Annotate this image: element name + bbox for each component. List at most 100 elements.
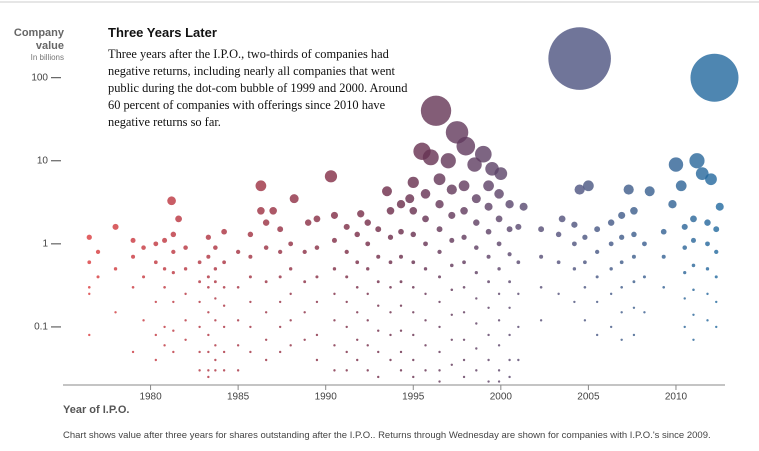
company-bubble	[357, 210, 365, 218]
company-bubble	[692, 313, 695, 316]
company-bubble	[449, 237, 455, 243]
company-bubble	[214, 358, 217, 362]
company-bubble	[412, 333, 415, 337]
company-bubble	[162, 267, 167, 271]
company-bubble	[618, 211, 626, 219]
company-bubble	[487, 380, 490, 383]
company-bubble	[207, 333, 210, 337]
company-bubble	[356, 311, 359, 314]
company-bubble	[517, 325, 520, 329]
company-bubble	[331, 237, 337, 243]
company-bubble	[303, 311, 306, 314]
company-bubble	[398, 254, 404, 259]
company-bubble	[608, 241, 614, 247]
company-bubble	[207, 285, 210, 289]
company-bubble	[163, 344, 166, 347]
company-bubble	[438, 325, 441, 329]
company-bubble	[399, 350, 403, 354]
company-bubble	[691, 263, 696, 268]
company-bubble	[473, 219, 480, 226]
company-bubble	[222, 369, 226, 372]
x-tick-label: 1980	[139, 392, 162, 403]
x-tick-label: 1990	[315, 392, 338, 403]
company-bubble	[114, 311, 117, 314]
company-bubble	[692, 288, 695, 292]
company-bubble	[556, 260, 561, 265]
company-bubble	[398, 228, 404, 235]
company-bubble	[113, 267, 118, 271]
company-bubble	[642, 241, 647, 247]
company-bubble	[399, 329, 403, 332]
company-bubble	[631, 254, 636, 259]
company-bubble	[222, 285, 226, 289]
company-bubble	[206, 275, 210, 279]
company-bubble	[632, 306, 636, 309]
company-bubble	[96, 275, 100, 279]
x-tick-label: 2010	[665, 392, 688, 403]
company-bubble	[411, 285, 415, 289]
company-bubble	[88, 292, 91, 296]
company-bubble	[609, 267, 613, 271]
company-bubble	[171, 271, 175, 275]
company-bubble	[705, 241, 710, 247]
y-axis-label: Company value	[13, 27, 64, 52]
y-tick-label: 0.1	[34, 322, 48, 333]
company-bubble	[396, 200, 406, 209]
company-bubble	[389, 311, 392, 314]
company-bubble	[450, 363, 453, 367]
company-bubble	[87, 260, 92, 265]
company-bubble	[278, 275, 282, 279]
company-bubble	[213, 280, 217, 284]
company-bubble	[198, 280, 202, 284]
company-bubble	[221, 228, 227, 235]
company-bubble	[487, 306, 490, 309]
company-bubble	[409, 206, 418, 215]
company-bubble	[163, 285, 166, 289]
company-bubble	[264, 280, 268, 284]
company-bubble	[692, 338, 695, 342]
company-bubble	[642, 275, 646, 279]
company-bubble	[539, 254, 544, 259]
company-bubble	[662, 285, 666, 289]
company-bubble	[471, 194, 481, 204]
company-bubble	[236, 344, 240, 347]
company-bubble	[345, 275, 349, 279]
company-bubble	[389, 358, 392, 362]
company-bubble	[438, 275, 442, 279]
company-bubble	[631, 231, 637, 238]
company-bubble	[130, 237, 136, 243]
company-bubble	[595, 333, 599, 337]
company-bubble	[278, 325, 282, 329]
company-bubble	[557, 292, 560, 296]
company-bubble	[494, 189, 504, 199]
x-tick-label: 1985	[227, 392, 250, 403]
company-bubble	[660, 228, 667, 235]
company-bubble	[377, 375, 380, 379]
company-bubble	[714, 275, 718, 279]
company-bubble	[475, 297, 478, 300]
company-bubble	[682, 245, 687, 250]
company-bubble	[167, 196, 176, 206]
company-bubble	[112, 223, 119, 230]
company-bubble	[314, 245, 320, 250]
company-bubble	[705, 173, 717, 186]
company-bubble	[424, 344, 427, 347]
company-bubble	[497, 344, 501, 347]
company-bubble	[683, 325, 686, 329]
x-tick-label: 2005	[577, 392, 600, 403]
company-bubble	[248, 275, 252, 279]
company-bubble	[450, 263, 454, 268]
company-bubble	[484, 202, 493, 211]
company-bubble	[456, 136, 476, 156]
company-bubble	[668, 200, 677, 209]
company-bubble	[399, 304, 403, 307]
company-bubble	[609, 292, 613, 296]
company-bubble	[171, 249, 176, 255]
company-bubble	[289, 194, 299, 204]
company-bubble	[214, 344, 217, 347]
company-bubble	[236, 369, 240, 372]
company-bubble	[450, 313, 453, 316]
company-bubble	[715, 300, 718, 304]
company-bubble	[264, 338, 268, 342]
